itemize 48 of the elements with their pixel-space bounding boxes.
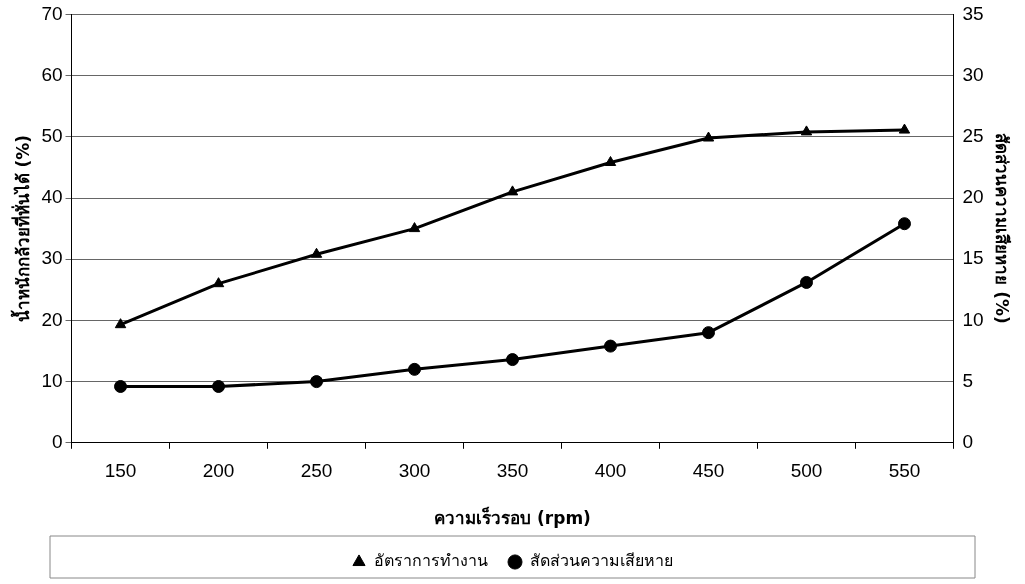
point xyxy=(603,339,617,353)
y2-tick-label: 10 xyxy=(962,308,984,330)
x-tick-label: 200 xyxy=(202,460,235,482)
point xyxy=(408,362,422,376)
point xyxy=(897,217,911,231)
y-tick-label: 60 xyxy=(41,63,63,85)
point xyxy=(408,222,421,233)
point xyxy=(799,275,813,289)
point xyxy=(702,131,715,142)
y2-tick-label: 5 xyxy=(962,369,974,391)
y-tick-label: 0 xyxy=(51,431,63,453)
x-tick-label: 550 xyxy=(888,460,921,482)
y2-tick-label: 15 xyxy=(962,247,984,269)
y2-tick-label: 20 xyxy=(962,186,984,208)
x-tick-label: 250 xyxy=(300,460,333,482)
y2-axis-title: สัดส่วนความเสียหาย (%) xyxy=(992,133,1013,324)
point xyxy=(310,247,323,258)
point xyxy=(114,318,127,329)
y-tick-label: 10 xyxy=(41,369,63,391)
y2-tick-label: 25 xyxy=(962,125,984,147)
y2-tick-label: 30 xyxy=(962,63,984,85)
point xyxy=(701,326,715,340)
point xyxy=(310,375,324,389)
x-tick-label: 400 xyxy=(594,460,627,482)
x-tick-label: 500 xyxy=(790,460,823,482)
legend-label: สัดส่วนความเสียหาย xyxy=(530,551,673,571)
x-tick-label: 350 xyxy=(496,460,529,482)
y-axis-title: น้ำหนักกล้วยที่หั่นได้ (%) xyxy=(9,134,33,323)
y-tick-label: 50 xyxy=(41,125,63,147)
point xyxy=(898,123,911,134)
point xyxy=(114,380,128,393)
point xyxy=(506,185,519,196)
point xyxy=(506,353,519,367)
x-axis-title: ความเร็วรอบ (rpm) xyxy=(434,506,591,529)
x-tick-label: 450 xyxy=(692,460,725,482)
legend-label: อัตราการทำงาน xyxy=(374,551,488,571)
point xyxy=(800,125,813,136)
y-tick-label: 20 xyxy=(41,308,63,330)
y-tick-label: 70 xyxy=(41,2,63,24)
point xyxy=(212,277,225,288)
x-tick-label: 300 xyxy=(398,460,431,482)
point xyxy=(604,156,617,166)
y-tick-label: 30 xyxy=(41,247,63,269)
x-tick-label: 150 xyxy=(104,460,137,482)
y2-tick-label: 0 xyxy=(962,431,974,453)
y-tick-label: 40 xyxy=(41,186,63,208)
y2-tick-label: 35 xyxy=(962,2,984,24)
point xyxy=(212,380,226,393)
